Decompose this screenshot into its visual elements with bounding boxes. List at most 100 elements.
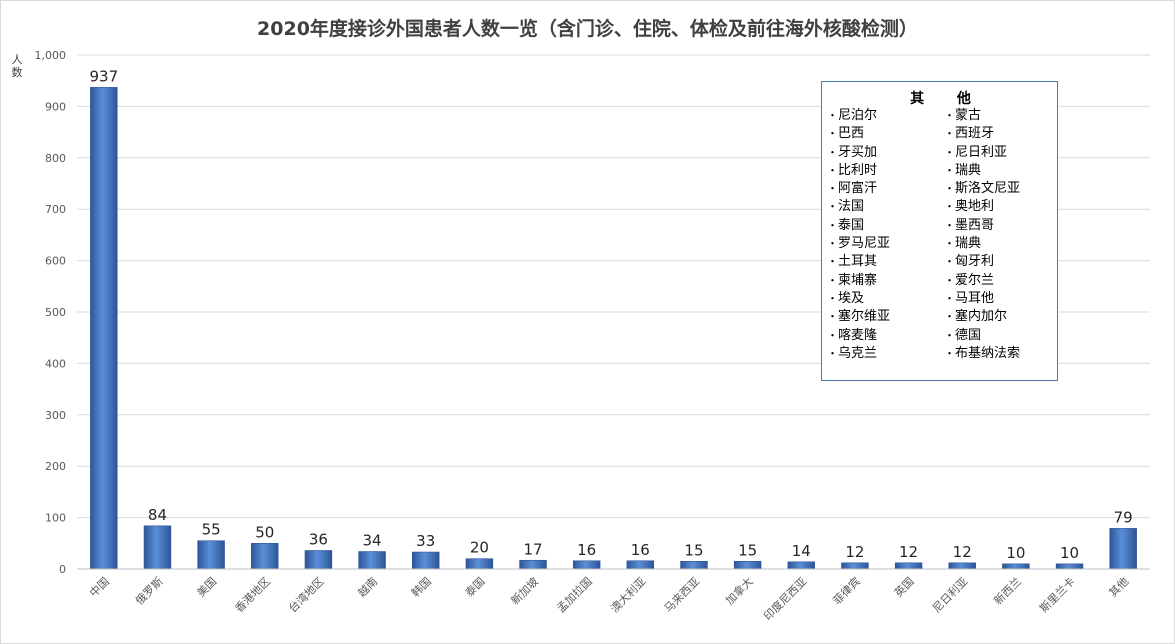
- y-tick-label: 1,000: [35, 49, 67, 62]
- data-label: 15: [738, 541, 757, 559]
- others-legend-item: 斯洛文尼亚: [944, 180, 1020, 198]
- others-legend-item: 布基纳法索: [944, 345, 1020, 363]
- bar-印度尼西亚: [787, 561, 815, 570]
- others-legend-item: 土耳其: [827, 253, 890, 271]
- data-label: 33: [416, 532, 435, 550]
- bar-俄罗斯: [143, 525, 172, 570]
- y-tick-label: 200: [45, 460, 66, 473]
- others-legend-item: 泰国: [827, 217, 890, 235]
- others-legend-item: 牙买加: [827, 144, 890, 162]
- y-tick-label: 500: [45, 306, 66, 319]
- bar-香港地区: [251, 542, 279, 570]
- data-label: 79: [1114, 508, 1133, 526]
- others-legend-item: 爱尔兰: [944, 272, 1020, 290]
- bar-尼日利亚: [948, 562, 976, 570]
- data-label: 55: [202, 521, 221, 539]
- x-tick-label: 加拿大: [723, 574, 756, 607]
- x-tick-label: 新西兰: [991, 574, 1024, 607]
- data-label: 20: [470, 539, 489, 557]
- bar-美国: [197, 540, 225, 570]
- others-legend-left-column: 尼泊尔巴西牙买加比利时阿富汗法国泰国罗马尼亚土耳其柬埔寨埃及塞尔维亚喀麦隆乌克兰: [827, 107, 890, 363]
- bar-泰国: [465, 558, 494, 570]
- y-tick-label: 0: [59, 563, 66, 576]
- bar-台湾地区: [304, 550, 333, 570]
- bar-中国: [90, 87, 118, 570]
- x-tick-label: 香港地区: [233, 575, 273, 615]
- x-tick-label: 英国: [891, 574, 916, 599]
- x-tick-label: 美国: [194, 575, 219, 600]
- data-label: 15: [684, 541, 703, 559]
- data-label: 14: [792, 542, 811, 560]
- others-legend-item: 喀麦隆: [827, 327, 890, 345]
- data-label: 12: [899, 543, 918, 561]
- data-label: 84: [148, 506, 167, 524]
- others-legend-item: 巴西: [827, 125, 890, 143]
- others-legend-item: 比利时: [827, 162, 890, 180]
- y-tick-label: 100: [45, 512, 66, 525]
- others-legend-item: 瑞典: [944, 162, 1020, 180]
- others-legend-box: 其 他 尼泊尔巴西牙买加比利时阿富汗法国泰国罗马尼亚土耳其柬埔寨埃及塞尔维亚喀麦…: [821, 81, 1058, 381]
- bar-其他: [1109, 528, 1137, 570]
- others-legend-item: 瑞典: [944, 235, 1020, 253]
- x-tick-label: 澳大利亚: [607, 574, 648, 615]
- bar-新加坡: [519, 559, 547, 570]
- x-tick-label: 马来西亚: [662, 575, 702, 615]
- others-legend-item: 塞尔维亚: [827, 308, 890, 326]
- y-tick-label: 700: [45, 203, 66, 216]
- y-tick-label: 900: [45, 100, 66, 113]
- bar-马来西亚: [680, 560, 708, 570]
- others-legend-item: 匈牙利: [944, 253, 1020, 271]
- y-tick-label: 400: [45, 357, 66, 370]
- x-tick-label: 新加坡: [508, 574, 541, 607]
- data-label: 17: [523, 540, 542, 558]
- data-label: 36: [309, 530, 328, 548]
- x-tick-label: 中国: [87, 575, 112, 600]
- y-tick-label: 600: [45, 255, 66, 268]
- others-legend-item: 蒙古: [944, 107, 1020, 125]
- others-legend-item: 埃及: [827, 290, 890, 308]
- others-legend-right-column: 蒙古西班牙尼日利亚瑞典斯洛文尼亚奥地利墨西哥瑞典匈牙利爱尔兰马耳他塞内加尔德国布…: [944, 107, 1020, 363]
- others-legend-item: 西班牙: [944, 125, 1020, 143]
- bar-加拿大: [733, 560, 762, 570]
- bar-孟加拉国: [572, 560, 601, 570]
- others-legend-item: 墨西哥: [944, 217, 1020, 235]
- x-tick-label: 孟加拉国: [554, 574, 595, 615]
- x-tick-label: 菲律宾: [830, 574, 863, 607]
- others-legend-item: 柬埔寨: [827, 272, 890, 290]
- others-legend-title: 其 他: [910, 91, 985, 107]
- x-tick-label: 斯里兰卡: [1037, 575, 1077, 615]
- bar-越南: [358, 551, 386, 570]
- x-tick-label: 其他: [1107, 575, 1132, 600]
- others-legend-item: 奥地利: [944, 198, 1020, 216]
- x-tick-label: 俄罗斯: [133, 575, 166, 608]
- x-tick-label: 台湾地区: [286, 574, 327, 615]
- x-tick-label: 越南: [355, 574, 380, 599]
- bar-韩国: [412, 551, 440, 570]
- data-label: 10: [1006, 544, 1025, 562]
- data-label: 12: [953, 543, 972, 561]
- bar-新西兰: [1002, 563, 1030, 570]
- data-label: 50: [255, 523, 274, 541]
- data-label: 16: [631, 541, 650, 559]
- data-labels: 937 84 55 50 36 34 33 20 17 16 16 15 15 14 12 12 12 10 10 7…: [90, 67, 1133, 561]
- bar-斯里兰卡: [1055, 563, 1084, 570]
- data-label: 937: [90, 67, 119, 85]
- y-tick-label: 300: [45, 409, 66, 422]
- bar-英国: [894, 562, 923, 570]
- data-label: 12: [845, 543, 864, 561]
- x-tick-label: 泰国: [462, 574, 487, 599]
- others-legend-item: 马耳他: [944, 290, 1020, 308]
- bar-澳大利亚: [626, 560, 655, 570]
- data-label: 34: [363, 532, 382, 550]
- data-label: 16: [577, 541, 596, 559]
- others-legend-item: 塞内加尔: [944, 308, 1020, 326]
- x-tick-label: 尼日利亚: [930, 575, 970, 615]
- others-legend-item: 乌克兰: [827, 345, 890, 363]
- others-legend-item: 罗马尼亚: [827, 235, 890, 253]
- others-legend-item: 法国: [827, 198, 890, 216]
- bar-菲律宾: [841, 562, 869, 570]
- others-legend-item: 尼日利亚: [944, 144, 1020, 162]
- x-tick-labels: 中国 俄罗斯 美国 香港地区 台湾地区 越南 韩国 泰国 新加坡 孟加拉国 澳大利亚 马来西亚 加拿大印…: [77, 568, 1150, 623]
- y-tick-label: 800: [45, 152, 66, 165]
- chart-title: 2020年度接诊外国患者人数一览（含门诊、住院、体检及前往海外核酸检测）: [257, 18, 918, 40]
